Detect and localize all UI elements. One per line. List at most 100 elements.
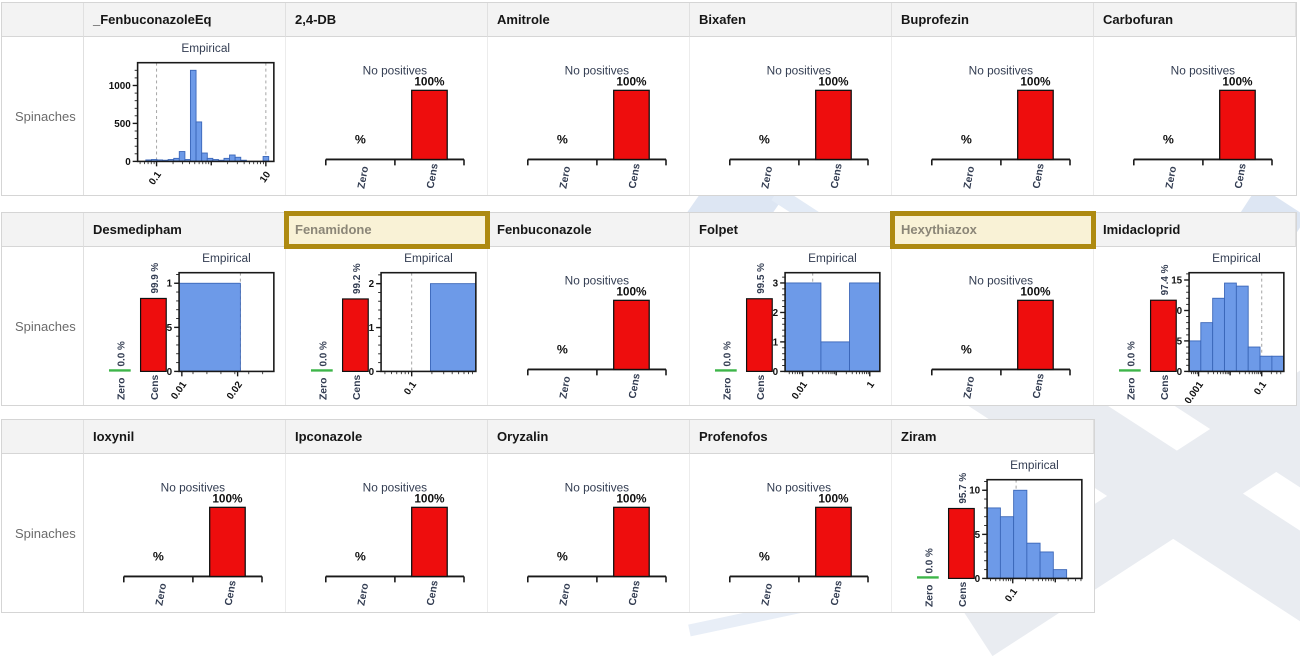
svg-text:Cens: Cens xyxy=(149,374,160,400)
column-header-label: Hexythiazox xyxy=(901,222,977,237)
svg-text:Cens: Cens xyxy=(1160,374,1171,400)
svg-text:No positives: No positives xyxy=(362,64,427,78)
svg-text:0.0 %: 0.0 % xyxy=(318,341,329,366)
svg-text:Cens: Cens xyxy=(627,162,642,189)
column-header-folpet[interactable]: Folpet xyxy=(690,213,892,247)
svg-text:0.001: 0.001 xyxy=(1183,379,1206,403)
column-header-profenofos[interactable]: Profenofos xyxy=(690,420,892,454)
svg-text:No positives: No positives xyxy=(160,481,225,495)
svg-text:Cens: Cens xyxy=(223,579,238,606)
chart-cell-imidacloprid: Empirical 0 5 10 15 0.001 0.1 0.0 % Zero 97.4 % Ce… xyxy=(1094,247,1296,405)
column-header-oryzalin[interactable]: Oryzalin xyxy=(488,420,690,454)
svg-text:97.4 %: 97.4 % xyxy=(1160,264,1171,295)
svg-text:%: % xyxy=(758,550,769,564)
svg-text:100%: 100% xyxy=(414,491,445,505)
svg-text:No positives: No positives xyxy=(564,274,629,288)
chart-cell-2-4-db: No positives 100%% Zero Cens xyxy=(286,37,488,195)
svg-text:Zero: Zero xyxy=(1126,378,1137,400)
column-header-label: Amitrole xyxy=(497,12,550,27)
svg-text:Cens: Cens xyxy=(425,162,440,189)
svg-text:Zero: Zero xyxy=(154,583,169,607)
column-header-ziram[interactable]: Ziram xyxy=(892,420,1094,454)
svg-text:Cens: Cens xyxy=(829,579,844,606)
column-header-label: Buprofezin xyxy=(901,12,969,27)
svg-text:%: % xyxy=(152,550,163,564)
svg-text:%: % xyxy=(1163,133,1174,147)
column-header-amitrole[interactable]: Amitrole xyxy=(488,3,690,37)
column-header-ioxynil[interactable]: Ioxynil xyxy=(84,420,286,454)
svg-text:0.1: 0.1 xyxy=(1252,379,1269,397)
column-header-fenbuconazole[interactable]: Fenbuconazole xyxy=(488,213,690,247)
svg-text:99.5 %: 99.5 % xyxy=(755,263,766,294)
svg-text:Zero: Zero xyxy=(356,166,371,190)
column-header-fenbuconazoleeq[interactable]: _FenbuconazoleEq xyxy=(84,3,286,37)
svg-text:%: % xyxy=(354,133,365,147)
column-header-desmedipham[interactable]: Desmedipham xyxy=(84,213,286,247)
svg-text:0.0 %: 0.0 % xyxy=(722,341,733,366)
svg-text:Zero: Zero xyxy=(760,166,775,190)
svg-text:No positives: No positives xyxy=(766,64,831,78)
row-label-text: Spinaches xyxy=(15,318,76,334)
svg-text:5: 5 xyxy=(975,530,981,541)
svg-text:100%: 100% xyxy=(818,74,849,88)
column-header-label: Carbofuran xyxy=(1103,12,1174,27)
chart: Empirical 0 1 2 3 0.01 1 0.0 % Zero 99.5 % Cens xyxy=(714,251,881,402)
row-label: Spinaches xyxy=(2,37,84,195)
chart-cell-bixafen: No positives 100%% Zero Cens xyxy=(690,37,892,195)
svg-text:No positives: No positives xyxy=(564,64,629,78)
chart: Empirical 0 1 2 0.1 0.0 % Zero 99.2 % Cens xyxy=(310,251,477,400)
watermark-shape xyxy=(685,194,787,214)
svg-text:Zero: Zero xyxy=(558,376,573,400)
chart-table-row-1: _FenbuconazoleEq 2,4-DB Amitrole Bixafen Bup… xyxy=(1,2,1297,196)
corner-header xyxy=(2,3,84,37)
corner-header xyxy=(2,213,84,247)
svg-text:10: 10 xyxy=(257,169,273,185)
svg-text:0.1: 0.1 xyxy=(147,169,164,187)
column-header-bixafen[interactable]: Bixafen xyxy=(690,3,892,37)
svg-text:%: % xyxy=(960,133,971,147)
svg-text:0: 0 xyxy=(1177,367,1183,378)
svg-text:10: 10 xyxy=(969,486,980,497)
svg-text:15: 15 xyxy=(1171,275,1182,286)
svg-text:Zero: Zero xyxy=(962,376,977,400)
svg-text:0.1: 0.1 xyxy=(402,379,419,397)
svg-text:Zero: Zero xyxy=(356,583,371,607)
svg-text:10: 10 xyxy=(1171,306,1182,317)
svg-text:No positives: No positives xyxy=(968,64,1033,78)
svg-text:1: 1 xyxy=(368,323,374,334)
row-label: Spinaches xyxy=(2,247,84,405)
svg-text:%: % xyxy=(354,550,365,564)
svg-text:0.01: 0.01 xyxy=(169,379,189,401)
column-header-imidacloprid[interactable]: Imidacloprid xyxy=(1094,213,1296,247)
column-header-label: Imidacloprid xyxy=(1103,222,1181,237)
svg-text:No positives: No positives xyxy=(766,481,831,495)
column-header-2-4-db[interactable]: 2,4-DB xyxy=(286,3,488,37)
column-header-hexythiazox[interactable]: Hexythiazox xyxy=(890,211,1096,249)
chart: Empirical 0 500 1000 0.1 10 xyxy=(108,41,275,187)
column-header-fenamidone[interactable]: Fenamidone xyxy=(284,211,490,249)
svg-text:3: 3 xyxy=(772,278,778,289)
svg-text:0.0 %: 0.0 % xyxy=(116,341,127,366)
chart-cell-ziram: Empirical 0 5 10 0.1 0.0 % Zero 95.7 % Cens xyxy=(892,454,1094,612)
svg-text:0.0 %: 0.0 % xyxy=(1126,341,1137,366)
column-header-ipconazole[interactable]: Ipconazole xyxy=(286,420,488,454)
svg-text:Cens: Cens xyxy=(627,372,642,399)
svg-text:0: 0 xyxy=(166,367,172,378)
column-header-label: Fenamidone xyxy=(295,222,372,237)
svg-text:Zero: Zero xyxy=(116,378,127,400)
column-header-buprofezin[interactable]: Buprofezin xyxy=(892,3,1094,37)
svg-text:%: % xyxy=(556,550,567,564)
row-label: Spinaches xyxy=(2,454,84,612)
column-header-label: 2,4-DB xyxy=(295,12,337,27)
column-header-carbofuran[interactable]: Carbofuran xyxy=(1094,3,1296,37)
svg-text:99.9 %: 99.9 % xyxy=(149,263,160,294)
svg-text:Zero: Zero xyxy=(722,378,733,400)
svg-text:1: 1 xyxy=(865,379,877,390)
svg-text:Empirical: Empirical xyxy=(1010,458,1059,472)
svg-text:0.0 %: 0.0 % xyxy=(924,548,935,573)
row-label-text: Spinaches xyxy=(15,525,76,541)
svg-text:Cens: Cens xyxy=(425,579,440,606)
